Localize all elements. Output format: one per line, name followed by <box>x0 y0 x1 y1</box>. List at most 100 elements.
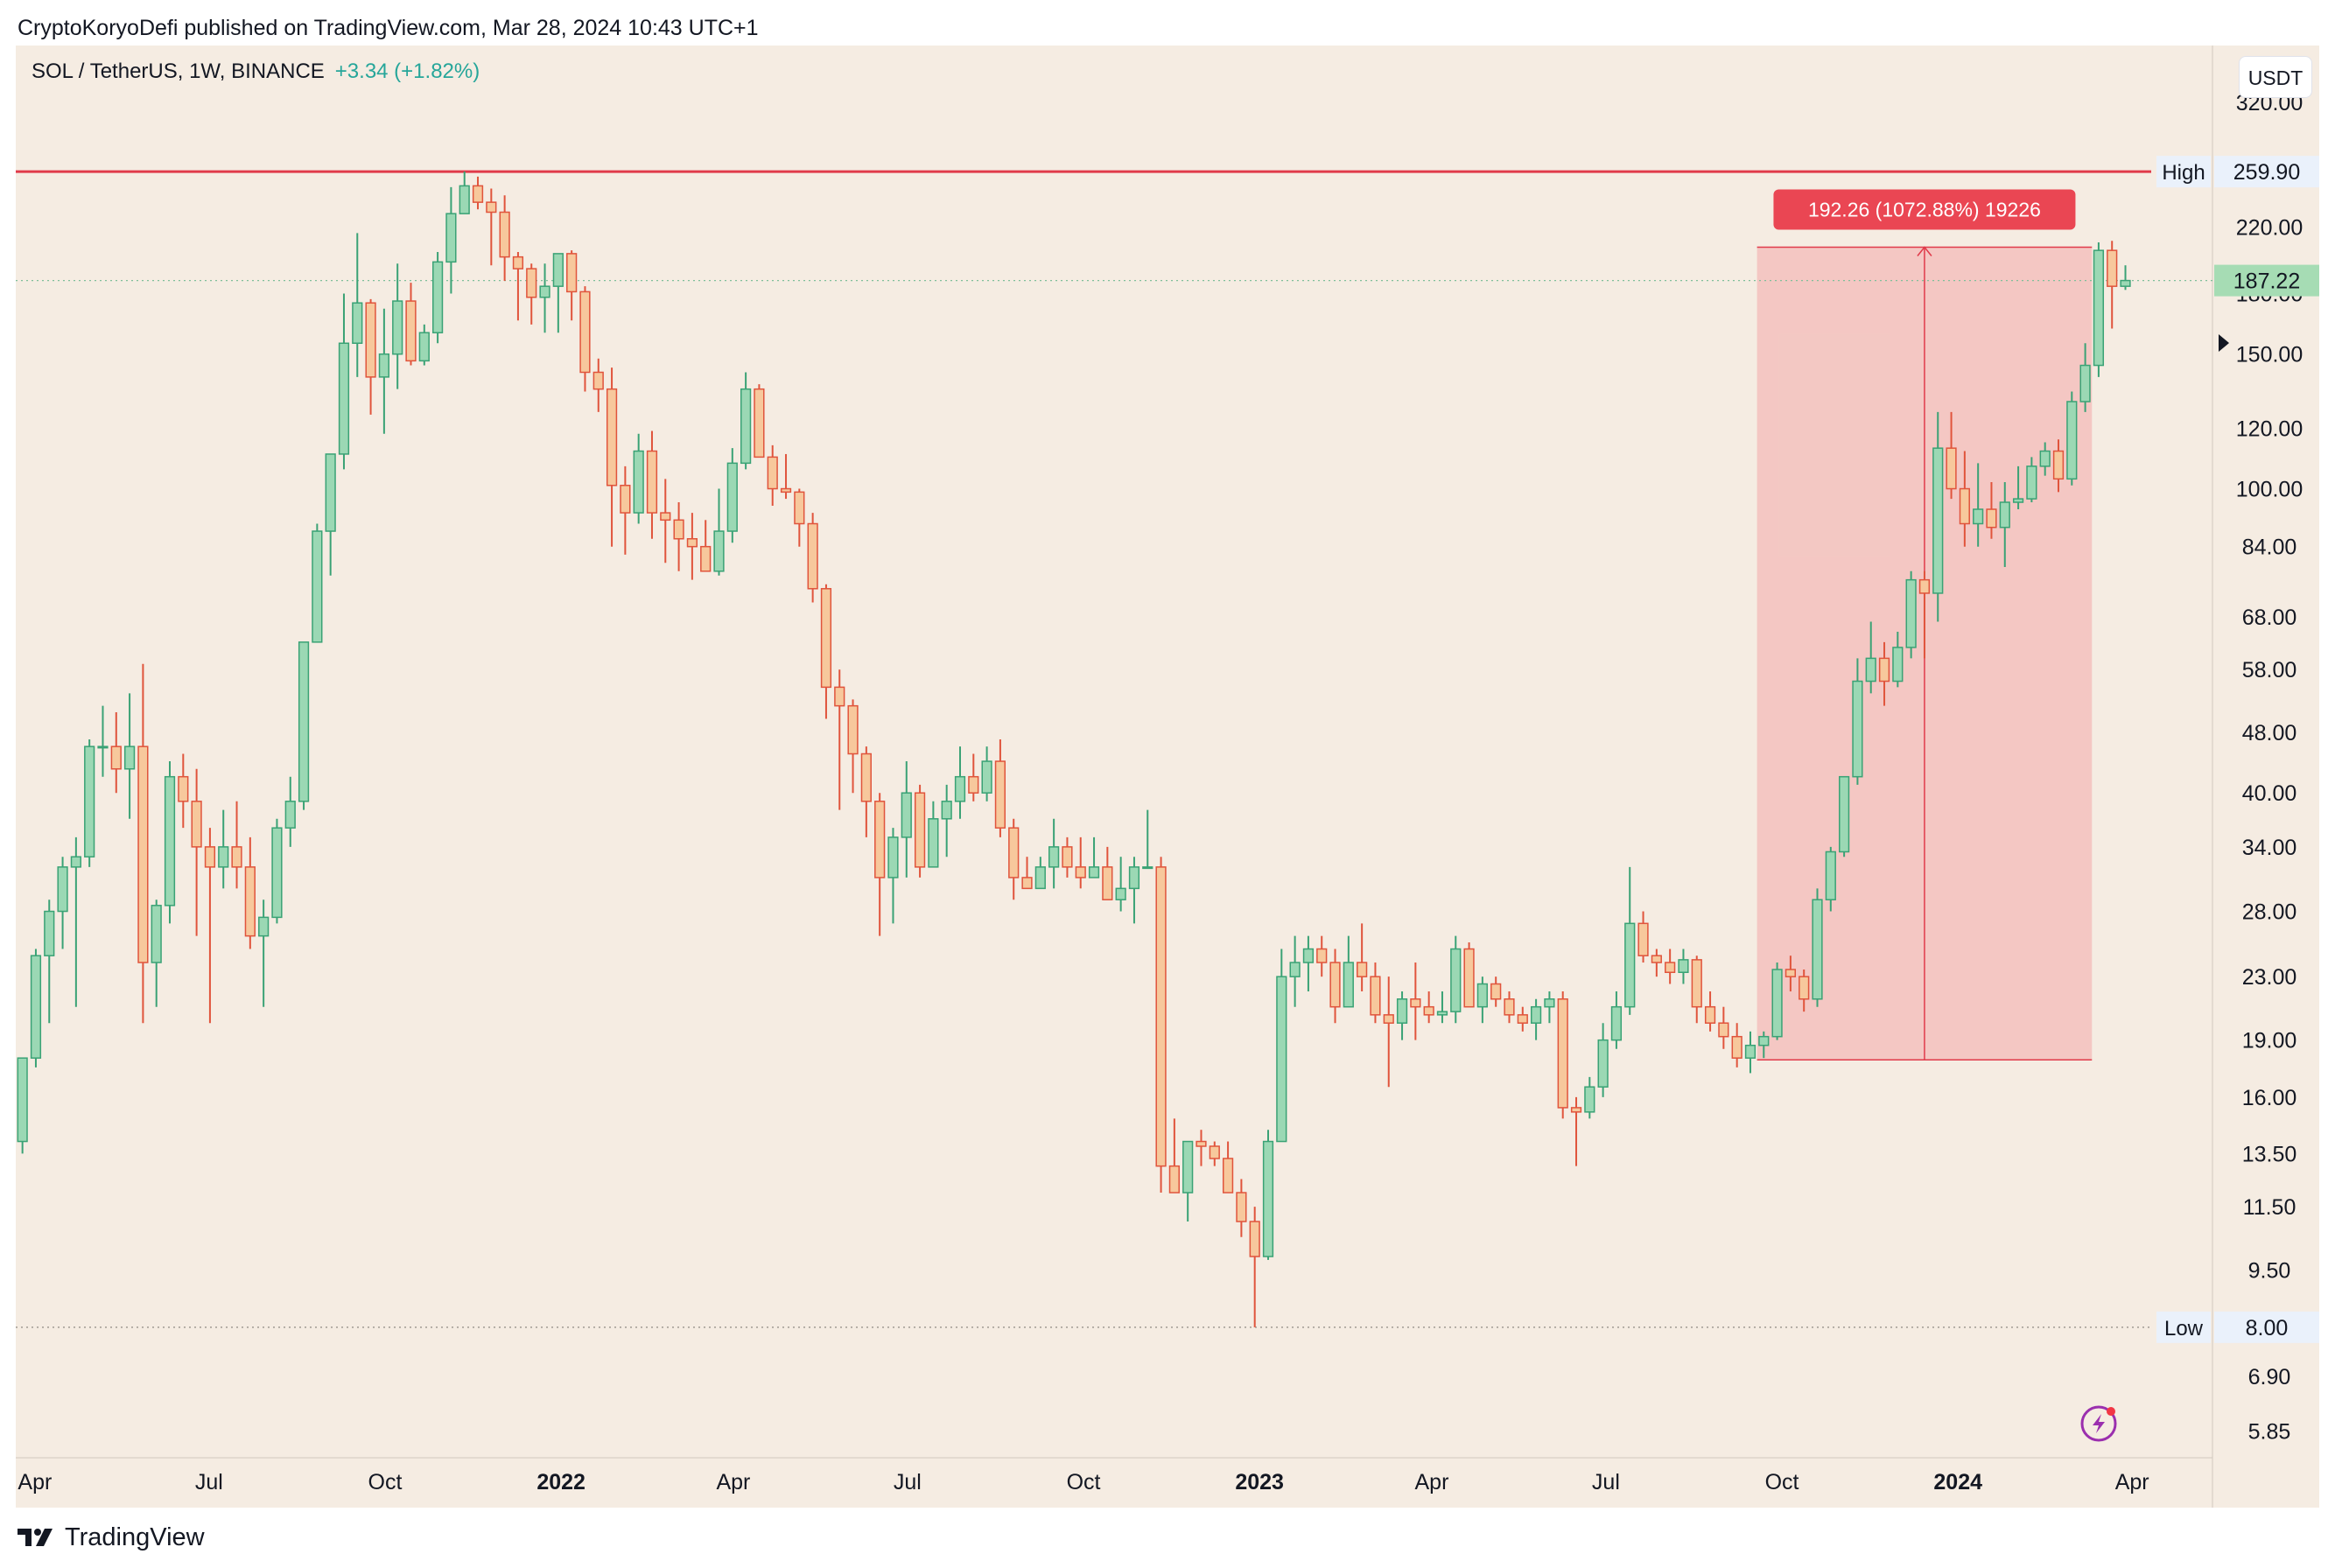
candle-up <box>2039 442 2051 476</box>
candle-down <box>860 746 872 837</box>
price-axis[interactable]: 320.00220.00180.00150.00120.00100.0084.0… <box>2236 91 2303 1444</box>
candle-down <box>1370 962 1381 1024</box>
candle-up <box>1999 482 2010 567</box>
candle-down <box>1021 857 1033 890</box>
candle-body <box>1209 1145 1220 1159</box>
candle-body <box>191 801 202 848</box>
candle-down <box>1249 1207 1260 1327</box>
candle-down <box>512 252 524 321</box>
candle-body <box>1637 922 1649 956</box>
time-tick-label: Oct <box>368 1470 403 1494</box>
candle-down <box>1209 1141 1220 1166</box>
price-tick-label: 6.90 <box>2248 1365 2291 1390</box>
scroll-right-icon[interactable] <box>2219 334 2229 352</box>
chart-frame[interactable]: 192.26 (1072.88%) 19226 320.00220.00180.… <box>16 46 2319 1508</box>
candle-body <box>1088 866 1100 878</box>
candle-down <box>646 430 658 539</box>
candle-body <box>2120 279 2131 287</box>
candle-down <box>472 176 484 210</box>
candle-up <box>431 252 444 344</box>
candle-body <box>1115 887 1126 900</box>
candle-body <box>137 746 149 963</box>
candle-body <box>754 388 765 458</box>
candle-body <box>97 746 109 749</box>
candle-body <box>1450 948 1462 1012</box>
candle-down <box>1316 935 1328 977</box>
candle-down <box>660 479 671 564</box>
candle-body <box>352 302 363 345</box>
candle-body <box>1865 657 1876 682</box>
candle-body <box>673 519 684 540</box>
candle-body <box>1517 1014 1528 1024</box>
candle-down <box>1329 948 1341 1024</box>
candle-body <box>231 846 242 868</box>
candle-body <box>2052 450 2065 480</box>
candle-down <box>244 836 256 949</box>
footer: TradingView <box>18 1518 205 1557</box>
candle-body <box>1932 447 1944 594</box>
candle-body <box>1678 959 1689 974</box>
candle-up <box>57 857 68 949</box>
candle-body <box>1222 1158 1234 1194</box>
candle-body <box>1691 959 1702 1008</box>
candle-up <box>298 641 310 810</box>
candle-up <box>392 263 403 389</box>
candle-down <box>767 444 778 506</box>
candle-body <box>1704 1005 1716 1024</box>
candle-up <box>2066 391 2078 486</box>
candle-down <box>1704 991 1716 1032</box>
candle-up <box>1932 411 1944 622</box>
candle-body <box>1718 1022 1729 1038</box>
lightning-logo-icon[interactable] <box>2080 1405 2117 1442</box>
candle-body <box>44 910 55 956</box>
candle-up <box>1544 991 1555 1024</box>
candle-body <box>325 453 336 532</box>
candle-body <box>847 704 859 755</box>
candle-down <box>1718 1006 1729 1049</box>
candle-body <box>459 185 470 214</box>
candle-down <box>1878 641 1890 706</box>
candle-body <box>1249 1221 1260 1257</box>
candle-body <box>1504 998 1515 1016</box>
candle-down <box>231 801 242 889</box>
candle-body <box>1999 501 2010 528</box>
candle-body <box>941 801 952 820</box>
candle-up <box>284 776 296 847</box>
candle-body <box>1021 877 1033 890</box>
candle-body <box>1396 998 1408 1024</box>
candle-up <box>552 253 564 333</box>
candle-body <box>954 775 966 802</box>
candle-body <box>1905 578 1917 648</box>
candle-down <box>606 368 618 547</box>
candle-down <box>1383 976 1394 1088</box>
time-tick-label: Jul <box>1592 1470 1620 1494</box>
candle-body <box>820 588 832 689</box>
candle-body <box>981 760 992 794</box>
candle-body <box>1570 1107 1582 1113</box>
candle-body <box>1959 487 1970 525</box>
candle-up <box>1839 775 1850 858</box>
price-tick-label: 150.00 <box>2236 343 2303 368</box>
candle-up <box>338 293 350 470</box>
candle-up <box>2093 242 2105 377</box>
candle-up <box>378 308 389 434</box>
candle-up <box>258 900 270 1007</box>
candle-body <box>1584 1086 1595 1113</box>
currency-button[interactable]: USDT <box>2239 56 2312 98</box>
candle-body <box>526 268 537 298</box>
candle-down <box>1570 1096 1582 1166</box>
candle-body <box>780 487 792 494</box>
candle-up <box>1973 463 1984 547</box>
candle-up <box>1182 1140 1194 1222</box>
price-chart[interactable]: 192.26 (1072.88%) 19226 320.00220.00180.… <box>16 46 2319 1508</box>
candle-body <box>1062 846 1073 868</box>
candle-body <box>1839 775 1850 853</box>
candle-body <box>1196 1140 1207 1147</box>
candle-up <box>539 263 550 333</box>
candle-down <box>405 283 417 366</box>
candle-body <box>1852 680 1863 778</box>
candle-body <box>620 485 631 514</box>
time-axis[interactable]: Apr Jul Oct 2022 Apr Jul Oct 2023 Apr Jul Oct 2024 A… <box>18 1470 2149 1494</box>
time-tick-label: Jul <box>195 1470 223 1494</box>
candle-body <box>1343 962 1354 1008</box>
